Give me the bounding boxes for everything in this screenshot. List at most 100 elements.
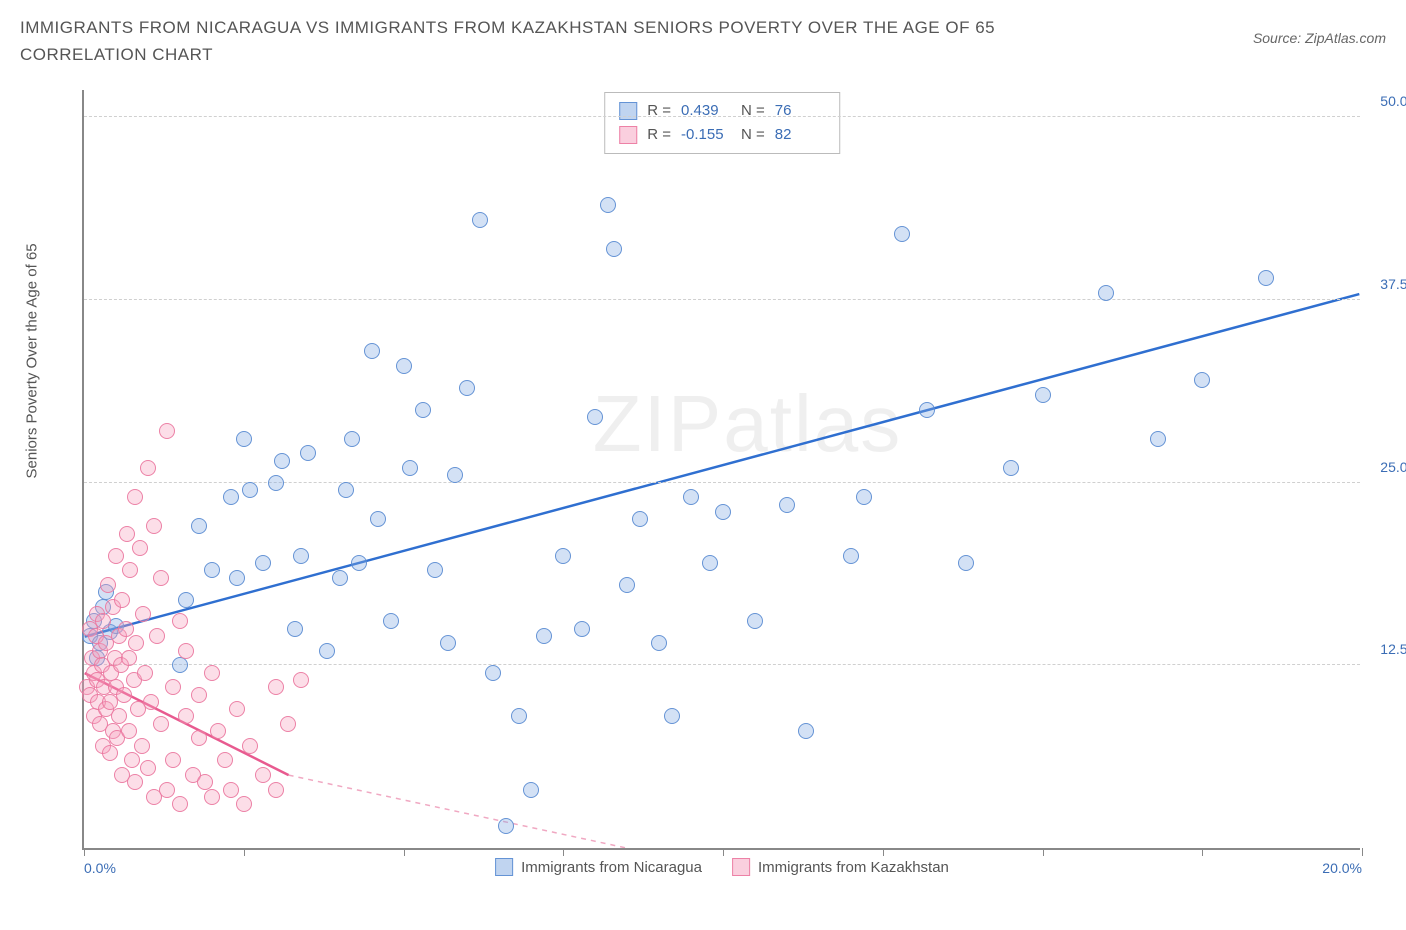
scatter-point <box>223 782 239 798</box>
chart-area: Seniors Poverty Over the Age of 65 ZIPat… <box>60 90 1380 880</box>
chart-header: IMMIGRANTS FROM NICARAGUA VS IMMIGRANTS … <box>0 0 1406 76</box>
chart-source: Source: ZipAtlas.com <box>1253 14 1386 46</box>
scatter-point <box>204 562 220 578</box>
grid-line <box>84 664 1360 665</box>
scatter-point <box>191 730 207 746</box>
scatter-point <box>140 460 156 476</box>
scatter-point <box>1150 431 1166 447</box>
scatter-point <box>664 708 680 724</box>
scatter-point <box>217 752 233 768</box>
scatter-point <box>197 774 213 790</box>
scatter-point <box>574 621 590 637</box>
scatter-point <box>122 562 138 578</box>
scatter-point <box>383 613 399 629</box>
scatter-point <box>135 606 151 622</box>
scatter-point <box>124 752 140 768</box>
y-axis-label: Seniors Poverty Over the Age of 65 <box>24 243 41 478</box>
plot-region: ZIPatlas R = 0.439 N = 76 R = -0.155 N =… <box>82 90 1360 850</box>
scatter-point <box>172 657 188 673</box>
scatter-point <box>894 226 910 242</box>
scatter-point <box>523 782 539 798</box>
scatter-point <box>118 621 134 637</box>
y-tick-label: 37.5% <box>1380 276 1406 292</box>
scatter-point <box>472 212 488 228</box>
scatter-point <box>293 672 309 688</box>
scatter-point <box>159 782 175 798</box>
scatter-point <box>427 562 443 578</box>
scatter-point <box>1194 372 1210 388</box>
scatter-point <box>134 738 150 754</box>
scatter-point <box>204 665 220 681</box>
scatter-point <box>153 570 169 586</box>
scatter-point <box>95 613 111 629</box>
swatch-blue-icon <box>619 102 637 120</box>
scatter-point <box>146 518 162 534</box>
scatter-point <box>600 197 616 213</box>
x-tick-label: 20.0% <box>1322 860 1362 876</box>
scatter-point <box>485 665 501 681</box>
x-tick <box>84 848 85 856</box>
scatter-point <box>274 453 290 469</box>
scatter-point <box>919 402 935 418</box>
chart-title: IMMIGRANTS FROM NICARAGUA VS IMMIGRANTS … <box>20 14 1120 68</box>
scatter-point <box>779 497 795 513</box>
scatter-point <box>149 628 165 644</box>
scatter-point <box>293 548 309 564</box>
scatter-point <box>415 402 431 418</box>
scatter-point <box>137 665 153 681</box>
x-tick <box>1362 848 1363 856</box>
scatter-point <box>229 570 245 586</box>
scatter-point <box>143 694 159 710</box>
scatter-point <box>127 774 143 790</box>
scatter-point <box>223 489 239 505</box>
series-legend: Immigrants from Nicaragua Immigrants fro… <box>495 858 949 876</box>
scatter-point <box>958 555 974 571</box>
scatter-point <box>370 511 386 527</box>
x-tick <box>883 848 884 856</box>
scatter-point <box>108 548 124 564</box>
scatter-point <box>140 760 156 776</box>
scatter-point <box>191 518 207 534</box>
scatter-point <box>287 621 303 637</box>
scatter-point <box>856 489 872 505</box>
scatter-point <box>396 358 412 374</box>
scatter-point <box>351 555 367 571</box>
scatter-point <box>402 460 418 476</box>
scatter-point <box>132 540 148 556</box>
x-tick <box>563 848 564 856</box>
x-tick-label: 0.0% <box>84 860 116 876</box>
x-tick <box>244 848 245 856</box>
legend-item-nicaragua: Immigrants from Nicaragua <box>495 858 702 876</box>
scatter-point <box>683 489 699 505</box>
scatter-point <box>1098 285 1114 301</box>
scatter-point <box>100 577 116 593</box>
scatter-point <box>210 723 226 739</box>
watermark: ZIPatlas <box>593 378 902 470</box>
scatter-point <box>319 643 335 659</box>
scatter-point <box>447 467 463 483</box>
scatter-point <box>1258 270 1274 286</box>
scatter-point <box>511 708 527 724</box>
scatter-point <box>619 577 635 593</box>
scatter-point <box>498 818 514 834</box>
swatch-pink-icon <box>732 858 750 876</box>
grid-line <box>84 299 1360 300</box>
scatter-point <box>651 635 667 651</box>
scatter-point <box>128 635 144 651</box>
swatch-blue-icon <box>495 858 513 876</box>
scatter-point <box>843 548 859 564</box>
trend-lines <box>84 90 1360 848</box>
scatter-point <box>606 241 622 257</box>
scatter-point <box>255 555 271 571</box>
scatter-point <box>1003 460 1019 476</box>
scatter-point <box>268 475 284 491</box>
x-tick <box>1202 848 1203 856</box>
scatter-point <box>280 716 296 732</box>
scatter-point <box>747 613 763 629</box>
scatter-point <box>153 716 169 732</box>
scatter-point <box>587 409 603 425</box>
scatter-point <box>242 482 258 498</box>
scatter-point <box>798 723 814 739</box>
scatter-point <box>536 628 552 644</box>
scatter-point <box>459 380 475 396</box>
